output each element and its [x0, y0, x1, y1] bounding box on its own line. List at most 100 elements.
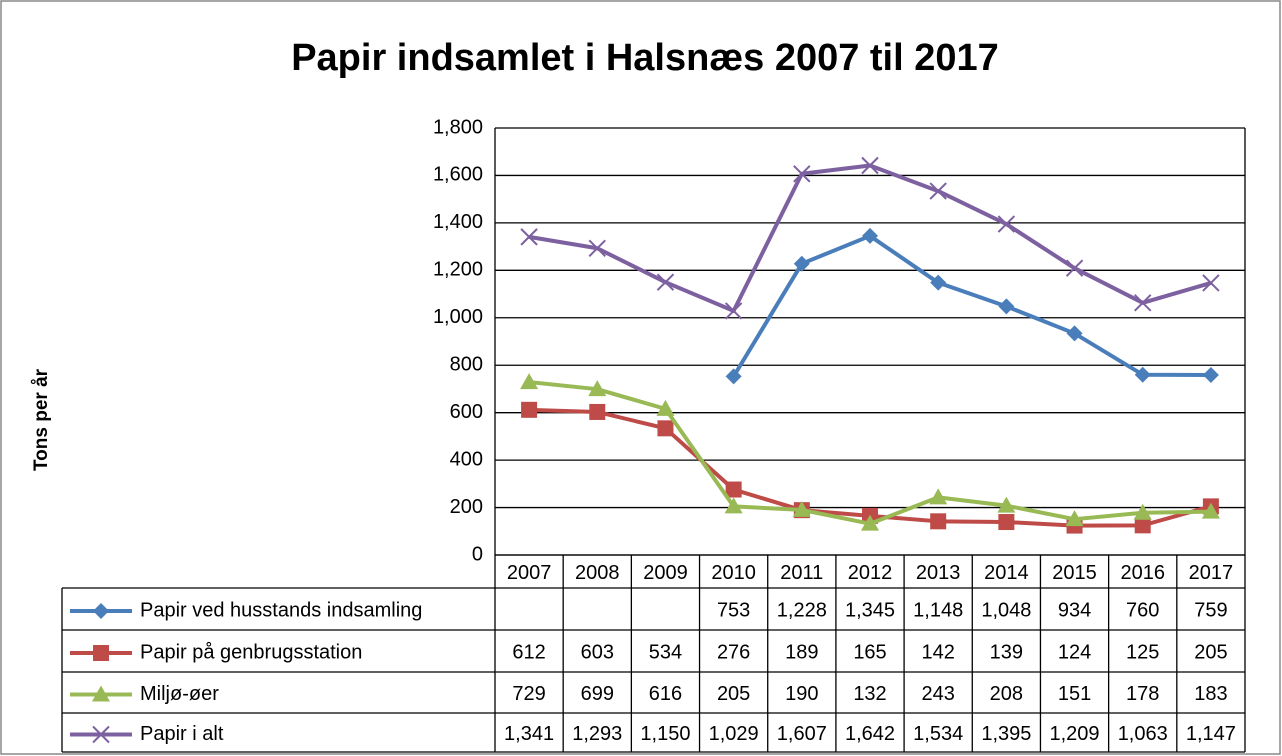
table-value: 753	[717, 599, 750, 621]
table-value: 760	[1126, 599, 1159, 621]
table-value: 1,063	[1118, 723, 1168, 745]
marker	[998, 514, 1015, 531]
marker	[1066, 325, 1083, 342]
table-value: 243	[921, 683, 954, 705]
x-tick-label: 2017	[1189, 562, 1234, 584]
marker	[656, 399, 675, 416]
y-tick-label: 1,000	[433, 306, 483, 328]
table-value: 125	[1126, 641, 1159, 663]
x-tick-label: 2016	[1120, 562, 1165, 584]
marker	[997, 496, 1016, 513]
table-value: 1,293	[572, 723, 622, 745]
marker	[792, 500, 811, 517]
table-value: 603	[581, 641, 614, 663]
marker	[1065, 259, 1084, 277]
table-value: 142	[921, 641, 954, 663]
marker	[521, 401, 538, 418]
marker	[930, 274, 947, 291]
table-value: 612	[512, 641, 545, 663]
table-value: 1,395	[981, 723, 1031, 745]
marker	[656, 273, 675, 291]
table-value: 205	[1194, 641, 1227, 663]
x-tick-label: 2010	[711, 562, 756, 584]
table-value: 1,150	[640, 723, 690, 745]
marker	[1134, 366, 1151, 383]
series-line	[731, 233, 1211, 378]
table-value: 124	[1058, 641, 1091, 663]
marker	[725, 368, 742, 385]
marker	[725, 481, 742, 498]
y-tick-label: 1,200	[433, 259, 483, 281]
table-value: 1,607	[777, 723, 827, 745]
y-axis-label: Tons per år	[31, 368, 52, 471]
chart-title: Papir indsamlet i Halsnæs 2007 til 2017	[291, 37, 999, 79]
table-value: 276	[717, 641, 750, 663]
marker	[520, 373, 539, 390]
table-value: 151	[1058, 683, 1091, 705]
table-value: 729	[512, 683, 545, 705]
marker	[930, 513, 947, 530]
table-value: 190	[785, 683, 818, 705]
marker	[997, 215, 1016, 233]
x-tick-label: 2015	[1052, 562, 1097, 584]
marker	[520, 228, 538, 246]
table-value: 1,147	[1186, 723, 1236, 745]
table-value: 205	[717, 683, 750, 705]
marker	[1202, 366, 1219, 383]
table-value: 178	[1126, 683, 1159, 705]
marker	[589, 403, 606, 420]
marker	[929, 488, 948, 505]
table-value: 699	[581, 683, 614, 705]
y-tick-label: 600	[450, 401, 483, 423]
marker	[862, 227, 878, 244]
legend-label: Papir på genbrugsstation	[140, 641, 362, 663]
legend-marker	[92, 725, 110, 744]
table-value: 139	[990, 641, 1023, 663]
table-value: 1,029	[709, 723, 759, 745]
table-value: 759	[1194, 599, 1227, 621]
table-value: 132	[853, 683, 886, 705]
marker	[861, 156, 879, 175]
y-tick-label: 1,800	[433, 116, 483, 138]
marker	[998, 298, 1015, 315]
table-value: 616	[649, 683, 682, 705]
x-tick-label: 2014	[984, 562, 1029, 584]
table-value: 1,534	[913, 723, 963, 745]
table-value: 1,642	[845, 723, 895, 745]
x-tick-label: 2008	[575, 562, 620, 584]
y-tick-label: 1,400	[433, 211, 483, 233]
table-value: 534	[649, 641, 682, 663]
legend-marker	[93, 645, 109, 661]
legend-label: Papir i alt	[140, 723, 224, 745]
marker	[1133, 503, 1152, 520]
y-tick-label: 0	[472, 543, 483, 565]
marker	[861, 514, 879, 531]
x-tick-label: 2012	[848, 562, 893, 584]
table-value: 183	[1194, 683, 1227, 705]
marker	[793, 165, 811, 183]
marker	[1134, 517, 1151, 534]
y-tick-label: 800	[450, 354, 483, 376]
marker	[929, 182, 947, 200]
y-tick-label: 200	[450, 496, 483, 518]
marker	[724, 302, 743, 320]
table-value: 165	[853, 641, 886, 663]
x-tick-label: 2013	[916, 562, 961, 584]
x-tick-label: 2009	[643, 562, 688, 584]
legend-label: Miljø-øer	[140, 683, 219, 705]
legend-marker	[92, 685, 110, 702]
marker	[588, 380, 607, 397]
marker	[793, 255, 810, 272]
y-tick-label: 400	[450, 448, 483, 470]
marker	[657, 420, 674, 437]
table-value: 1,209	[1050, 723, 1100, 745]
marker	[1201, 502, 1220, 519]
table-value: 208	[990, 683, 1023, 705]
legend-marker	[93, 603, 109, 619]
marker	[724, 497, 743, 514]
marker	[588, 239, 606, 257]
marker	[1202, 274, 1220, 292]
